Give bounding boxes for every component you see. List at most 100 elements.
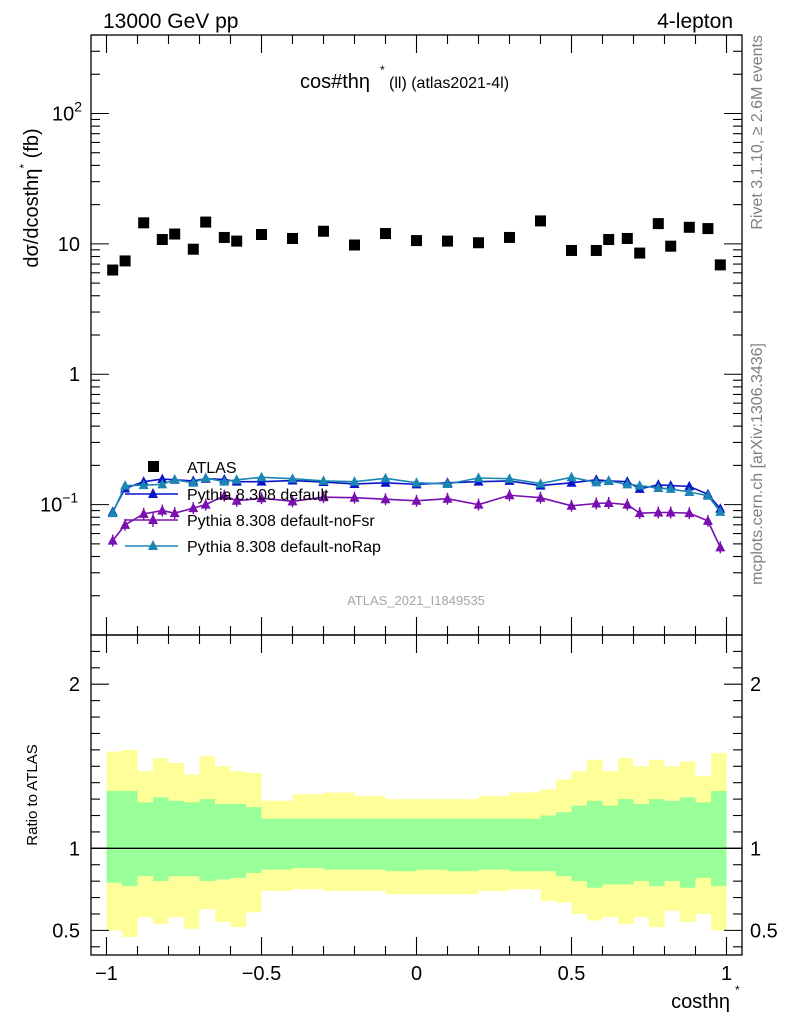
data-point-atlas — [107, 264, 119, 276]
marker-noRap — [120, 480, 131, 490]
data-point-atlas — [318, 225, 329, 237]
marker-noRap — [200, 472, 211, 483]
data-point-atlas — [218, 231, 230, 243]
y-tick-label: 10−1 — [40, 490, 78, 517]
x-tick-label: 0.5 — [558, 963, 586, 985]
header-energy-label: 13000 GeV pp — [103, 10, 238, 33]
marker-noFsr — [287, 495, 298, 506]
marker-noFsr — [231, 495, 242, 505]
x-axis-label: costhη * — [671, 983, 740, 1013]
data-point-atlas — [187, 243, 199, 255]
marker-noRap — [634, 480, 645, 490]
mcplots-reference-label: mcplots.cern.ch [arXiv:1306.3436] — [749, 343, 766, 585]
legend-entry-default: Pythia 8.308 default — [125, 487, 329, 504]
legend-marker-noFsr — [148, 514, 158, 524]
marker-noRap — [411, 477, 422, 487]
marker-noFsr — [120, 519, 131, 529]
marker-noRap — [535, 478, 546, 488]
ratio-y-axis-label: Ratio to ATLAS — [24, 744, 41, 845]
marker-noFsr — [411, 495, 422, 505]
marker-noRap — [287, 473, 298, 483]
ratio-y-tick-label-left: 0.5 — [52, 920, 80, 942]
data-point-atlas — [714, 259, 726, 271]
data-point-atlas — [702, 223, 714, 235]
marker-noFsr — [715, 541, 726, 552]
series-noRap — [107, 471, 726, 518]
data-point-atlas — [566, 244, 577, 256]
main-y-axis-label-star: * — [17, 164, 31, 169]
marker-noFsr — [107, 535, 118, 545]
marker-noFsr — [219, 490, 230, 500]
marker-noFsr — [591, 498, 602, 508]
data-point-atlas — [603, 234, 615, 246]
marker-noRap — [138, 479, 149, 490]
marker-default — [566, 477, 577, 487]
marker-noRap — [715, 506, 726, 516]
rivet-version-label: Rivet 3.1.10, ≥ 2.6M events — [749, 35, 766, 230]
data-point-atlas — [621, 232, 633, 244]
marker-noRap — [231, 474, 242, 484]
plot-title-star: * — [380, 63, 385, 77]
marker-default — [157, 473, 168, 484]
header-process-label: 4-lepton — [657, 10, 733, 33]
marker-noRap — [318, 475, 329, 485]
marker-noRap — [665, 483, 676, 493]
marker-noFsr — [380, 493, 391, 504]
plot-title-sub: (ll) (atlas2021-4l) — [389, 75, 509, 92]
svg-text:dσ/dcosthη* (fb): dσ/dcosthη* (fb) — [17, 128, 43, 267]
data-point-atlas — [200, 216, 212, 228]
marker-noFsr — [188, 502, 199, 513]
legend-marker-default — [148, 488, 158, 498]
marker-noRap — [622, 478, 633, 489]
data-point-atlas — [473, 237, 484, 249]
marker-noFsr — [684, 507, 695, 518]
series-noFsr — [107, 489, 726, 554]
x-tick-label: −1 — [95, 963, 118, 985]
data-point-atlas — [442, 235, 453, 247]
legend-entry-noRap: Pythia 8.308 default-noRap — [125, 539, 381, 556]
ratio-y-tick-label-left: 1 — [69, 838, 80, 860]
marker-noRap — [684, 486, 695, 496]
main-y-axis-label-unit: (fb) — [21, 128, 43, 164]
marker-noRap — [566, 471, 577, 482]
plot-title-main: cos#thη — [300, 71, 370, 93]
x-tick-label: 1 — [721, 963, 732, 985]
ratio-y-tick-label-right: 2 — [750, 674, 761, 696]
ratio-panel — [91, 749, 742, 937]
marker-noRap — [157, 478, 168, 489]
ratio-y-tick-label-right: 0.5 — [750, 920, 778, 942]
data-point-atlas — [119, 255, 131, 267]
marker-noFsr — [318, 491, 329, 502]
legend-marker-data — [148, 461, 159, 472]
ratio-inner-uncertainty-band — [106, 790, 727, 888]
y-tick-label: 10 — [58, 234, 80, 256]
marker-noFsr — [622, 499, 633, 509]
main-y-axis-label: dσ/dcosthη* (fb) — [17, 128, 43, 267]
marker-noRap — [702, 490, 713, 500]
data-point-atlas — [504, 231, 515, 243]
data-point-atlas — [287, 232, 298, 244]
marker-noFsr — [169, 507, 180, 518]
marker-noRap — [349, 476, 360, 486]
marker-noFsr — [653, 507, 664, 517]
data-point-atlas — [256, 228, 267, 240]
data-point-atlas — [138, 217, 150, 229]
marker-noFsr — [566, 500, 577, 510]
marker-noFsr — [665, 507, 676, 517]
x-axis-label-star: * — [735, 983, 740, 997]
series-layer — [107, 215, 726, 554]
marker-noRap — [473, 472, 484, 483]
data-point-atlas — [411, 235, 422, 247]
marker-noFsr — [442, 493, 453, 503]
data-point-atlas — [156, 234, 168, 246]
data-point-atlas — [535, 215, 546, 227]
legend-label-noRap: Pythia 8.308 default-noRap — [187, 539, 381, 556]
marker-noFsr — [138, 508, 149, 518]
legend-marker-noRap — [148, 540, 158, 550]
analysis-id-label: ATLAS_2021_I1849535 — [347, 593, 485, 608]
series-data — [107, 215, 726, 276]
x-tick-label: 0 — [411, 963, 422, 985]
legend-entry-noFsr: Pythia 8.308 default-noFsr — [125, 513, 375, 530]
plot-title: cos#thη * (ll) (atlas2021-4l) — [300, 63, 509, 93]
